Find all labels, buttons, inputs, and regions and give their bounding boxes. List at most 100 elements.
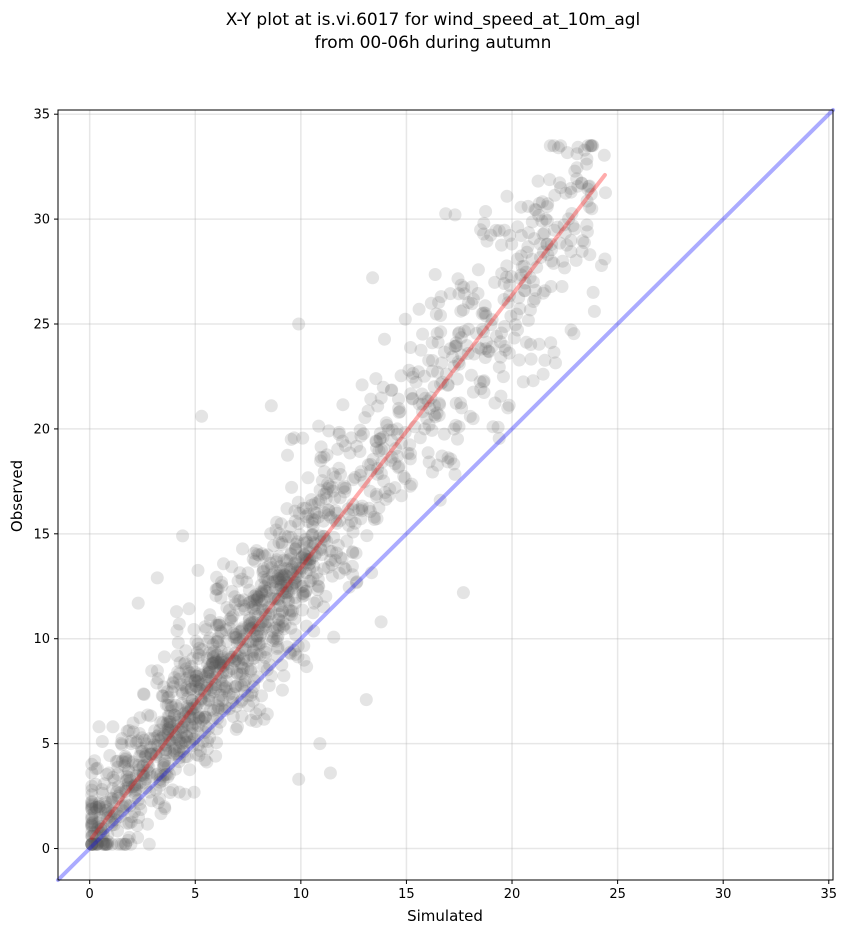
scatter-point	[521, 240, 535, 254]
scatter-point	[195, 678, 208, 691]
scatter-point	[158, 729, 172, 743]
scatter-point	[271, 649, 285, 663]
scatter-point	[376, 430, 390, 444]
scatter-point	[290, 565, 304, 579]
scatter-point	[276, 614, 290, 628]
scatter-point	[285, 480, 299, 494]
scatter-point	[142, 760, 156, 774]
scatter-point	[85, 795, 99, 809]
scatter-point	[163, 786, 177, 799]
scatter-point	[518, 284, 532, 298]
scatter-point	[327, 530, 341, 544]
scatter-point	[430, 406, 444, 420]
scatter-point	[217, 682, 231, 696]
scatter-point	[145, 770, 159, 784]
scatter-point	[94, 826, 108, 840]
scatter-point	[288, 575, 302, 589]
scatter-point	[216, 658, 230, 672]
scatter-point	[323, 479, 336, 493]
scatter-point	[503, 289, 516, 303]
scatter-point	[581, 182, 595, 196]
scatter-point	[210, 667, 224, 680]
scatter-point	[220, 684, 234, 698]
scatter-point	[210, 736, 223, 750]
scatter-point	[519, 265, 533, 279]
scatter-point	[272, 527, 286, 541]
scatter-point	[220, 601, 234, 614]
scatter-point	[245, 615, 259, 629]
scatter-point	[206, 657, 220, 671]
scatter-point	[132, 763, 146, 777]
scatter-point	[447, 457, 461, 471]
scatter-point	[270, 515, 284, 529]
scatter-point	[174, 725, 188, 739]
scatter-point	[433, 493, 447, 507]
scatter-point	[292, 506, 306, 520]
scatter-point	[338, 439, 352, 453]
scatter-point	[454, 396, 467, 410]
scatter-point	[289, 537, 303, 551]
scatter-point	[348, 470, 362, 484]
scatter-point	[141, 817, 154, 831]
scatter-point	[191, 738, 205, 752]
scatter-point	[257, 564, 270, 578]
scatter-point	[275, 537, 289, 551]
scatter-point	[308, 549, 322, 562]
scatter-point	[161, 722, 175, 736]
scatter-point	[306, 512, 319, 526]
scatter-point	[253, 629, 267, 643]
scatter-point	[234, 657, 248, 671]
scatter-point	[277, 669, 291, 683]
scatter-point	[118, 784, 132, 798]
scatter-point	[334, 468, 347, 481]
scatter-point	[261, 614, 275, 628]
scatter-point	[233, 594, 247, 608]
scatter-point	[422, 455, 436, 469]
scatter-point	[216, 650, 230, 664]
scatter-point	[229, 699, 243, 713]
scatter-point	[191, 563, 205, 577]
scatter-point	[280, 502, 294, 516]
scatter-point	[241, 689, 255, 703]
scatter-point	[213, 673, 227, 687]
scatter-point	[142, 837, 156, 851]
scatter-point	[131, 596, 145, 610]
scatter-point	[307, 559, 321, 573]
scatter-point	[512, 291, 526, 305]
scatter-point	[224, 650, 238, 664]
scatter-point	[150, 676, 164, 690]
scatter-point	[266, 575, 280, 589]
scatter-point	[190, 646, 204, 660]
scatter-point	[528, 203, 542, 216]
scatter-point	[328, 504, 342, 518]
scatter-point	[147, 738, 161, 752]
scatter-point	[429, 307, 443, 321]
scatter-point	[173, 751, 186, 765]
scatter-point	[189, 680, 203, 694]
scatter-point	[215, 626, 228, 640]
scatter-point	[510, 307, 524, 321]
scatter-point	[417, 369, 431, 383]
scatter-point	[85, 837, 99, 851]
scatter-point	[155, 689, 169, 703]
scatter-point	[430, 327, 444, 340]
scatter-point	[85, 808, 99, 822]
scatter-point	[153, 792, 166, 805]
scatter-point	[251, 623, 265, 637]
scatter-point	[180, 730, 193, 744]
scatter-point	[122, 780, 135, 794]
scatter-point	[566, 219, 580, 233]
scatter-point	[248, 598, 262, 612]
scatter-point	[520, 245, 534, 259]
scatter-point	[192, 667, 206, 681]
scatter-point	[296, 501, 310, 515]
scatter-point	[101, 837, 115, 851]
scatter-point	[150, 571, 164, 585]
scatter-point	[202, 694, 216, 708]
scatter-point	[369, 372, 383, 386]
scatter-point	[254, 616, 268, 630]
scatter-point	[151, 672, 165, 686]
scatter-point	[203, 731, 217, 744]
scatter-point	[112, 789, 125, 803]
scatter-point	[85, 757, 99, 771]
